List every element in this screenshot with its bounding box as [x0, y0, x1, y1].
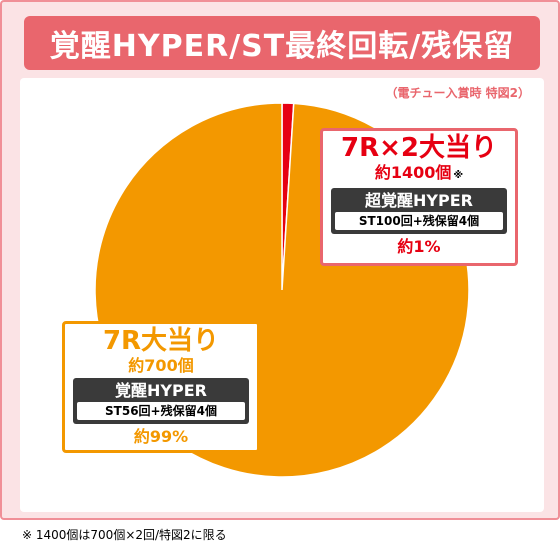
callout-large-detail: ST56回+残保留4個 — [77, 402, 245, 420]
callout-large-count: 約700個 — [128, 356, 194, 375]
callout-small-slice: 7R×2大当り 約1400個 ※ 超覚醒HYPER ST100回+残保留4個 約1… — [320, 128, 518, 266]
callout-large-mode: 覚醒HYPER — [115, 381, 207, 400]
callout-large-mode-box: 覚醒HYPER ST56回+残保留4個 — [73, 378, 249, 424]
chart-panel: （電チュー入賞時 特図2） 7R×2大当り 約1400個 ※ 超覚醒HYPER S… — [20, 78, 544, 512]
callout-small-mode-box: 超覚醒HYPER ST100回+残保留4個 — [331, 188, 507, 234]
callout-small-count-row: 約1400個 ※ — [375, 163, 463, 186]
callout-small-detail: ST100回+残保留4個 — [335, 212, 503, 230]
footnote: ※ 1400個は700個×2回/特図2に限る — [22, 528, 227, 542]
callout-large-slice: 7R大当り 約700個 覚醒HYPER ST56回+残保留4個 約99% — [62, 321, 260, 453]
callout-large-count-row: 約700個 — [128, 356, 193, 376]
callout-small-percent: 約1% — [397, 237, 441, 256]
callout-large-head: 7R大当り — [102, 326, 220, 356]
callout-small-head: 7R×2大当り — [341, 133, 497, 163]
chart-frame: 覚醒HYPER/ST最終回転/残保留 （電チュー入賞時 特図2） 7R×2大当り… — [0, 0, 560, 520]
callout-small-mode: 超覚醒HYPER — [365, 191, 473, 210]
title-bar: 覚醒HYPER/ST最終回転/残保留 — [24, 16, 540, 70]
callout-large-percent: 約99% — [133, 427, 189, 446]
callout-small-count-mark: ※ — [453, 170, 464, 181]
callout-small-count: 約1400個 — [374, 163, 452, 182]
sub-note: （電チュー入賞時 特図2） — [385, 86, 530, 100]
page-title: 覚醒HYPER/ST最終回転/残保留 — [49, 29, 515, 64]
